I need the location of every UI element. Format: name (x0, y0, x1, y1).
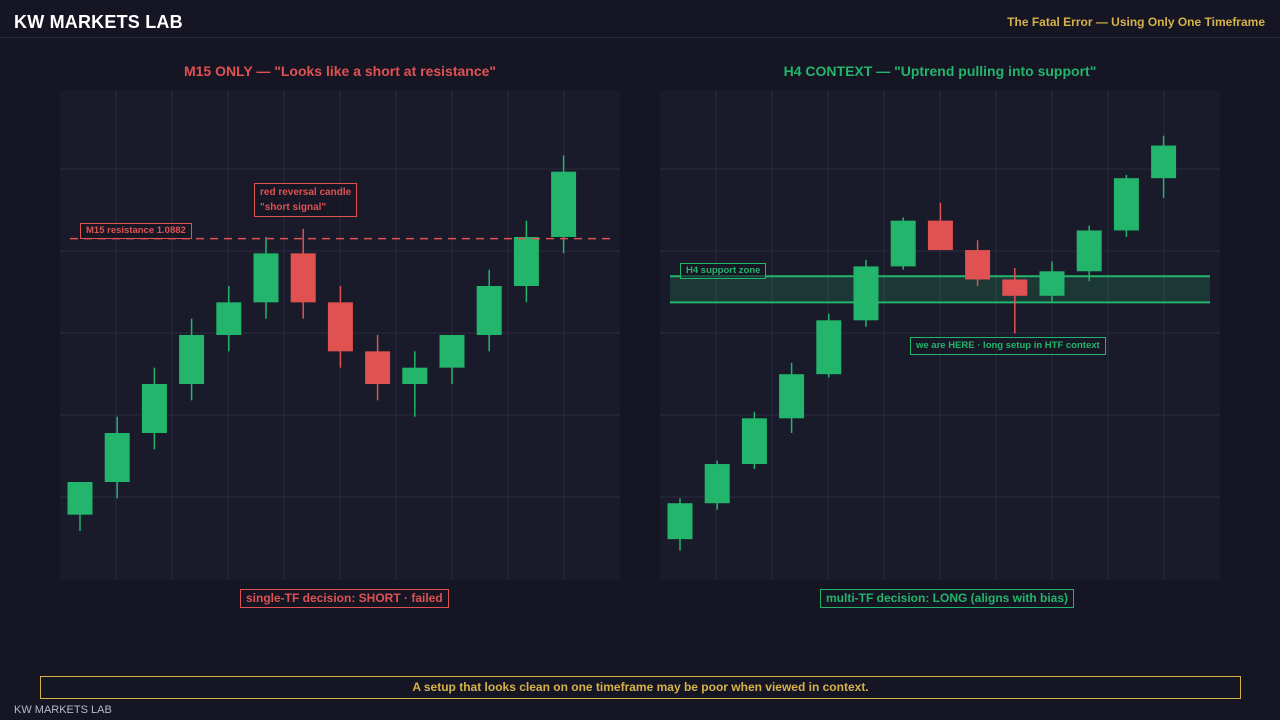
h4-candle-body-9 (1002, 279, 1028, 296)
multi-tf-decision-badge: multi-TF decision: LONG (aligns with bia… (820, 589, 1075, 608)
footer-brand: KW MARKETS LAB (14, 704, 112, 716)
m15-candle-body-12 (513, 237, 539, 286)
we-are-here-annotation: we are HERE · long setup in HTF context (910, 337, 1106, 355)
m15-candle-body-11 (476, 286, 502, 335)
m15-chart-svg (60, 90, 620, 580)
h4-candle-body-0 (667, 503, 693, 540)
h4-candle-body-13 (1151, 145, 1177, 179)
h4-candle-body-6 (890, 220, 916, 267)
h4-candle-body-5 (853, 266, 879, 321)
h4-candle-body-2 (741, 418, 767, 465)
m15-chart: M15 resistance 1.0882 red reversal candl… (60, 90, 620, 580)
m15-candle-body-10 (439, 335, 465, 368)
h4-candle-body-11 (1076, 230, 1102, 272)
m15-candle-body-4 (216, 302, 242, 335)
single-tf-decision-badge: single-TF decision: SHORT · failed (240, 589, 449, 608)
m15-candle-body-0 (67, 482, 93, 515)
m15-candle-body-2 (141, 384, 167, 433)
h4-support-zone-label: H4 support zone (680, 263, 767, 279)
reversal-annotation-line2: "short signal" (260, 202, 327, 213)
reversal-candle-annotation: red reversal candle "short signal" (254, 183, 358, 217)
h4-candle-body-10 (1039, 271, 1065, 296)
h4-candle-body-4 (816, 320, 842, 375)
page-subtitle: The Fatal Error — Using Only One Timefra… (1007, 15, 1265, 29)
m15-candle-body-5 (253, 253, 279, 303)
header: KW MARKETS LAB The Fatal Error — Using O… (0, 0, 1280, 38)
h4-candle-body-8 (965, 250, 991, 280)
m15-candle-body-8 (365, 351, 391, 384)
h4-candle-body-3 (779, 374, 805, 419)
h4-panel-title: H4 CONTEXT — "Uptrend pulling into suppo… (783, 63, 1097, 79)
m15-candle-body-3 (179, 335, 205, 384)
m15-panel-title: M15 ONLY — "Looks like a short at resist… (183, 63, 497, 79)
m15-candle-body-13 (551, 171, 577, 237)
h4-candle-body-1 (704, 464, 730, 504)
h4-support-zone (670, 276, 1210, 303)
m15-resistance-label: M15 resistance 1.0882 (80, 223, 192, 239)
m15-candle-body-9 (402, 367, 428, 384)
h4-chart: H4 support zone we are HERE · long setup… (660, 90, 1220, 580)
m15-candle-body-7 (327, 302, 353, 352)
reversal-annotation-line1: red reversal candle (260, 187, 352, 198)
h4-chart-svg (660, 90, 1220, 580)
m15-candle-body-1 (104, 433, 130, 482)
footer-message: A setup that looks clean on one timefram… (40, 676, 1241, 699)
brand-title: KW MARKETS LAB (14, 12, 183, 32)
h4-candle-body-7 (927, 220, 953, 251)
m15-candle-body-6 (290, 253, 316, 303)
h4-candle-body-12 (1113, 178, 1139, 231)
